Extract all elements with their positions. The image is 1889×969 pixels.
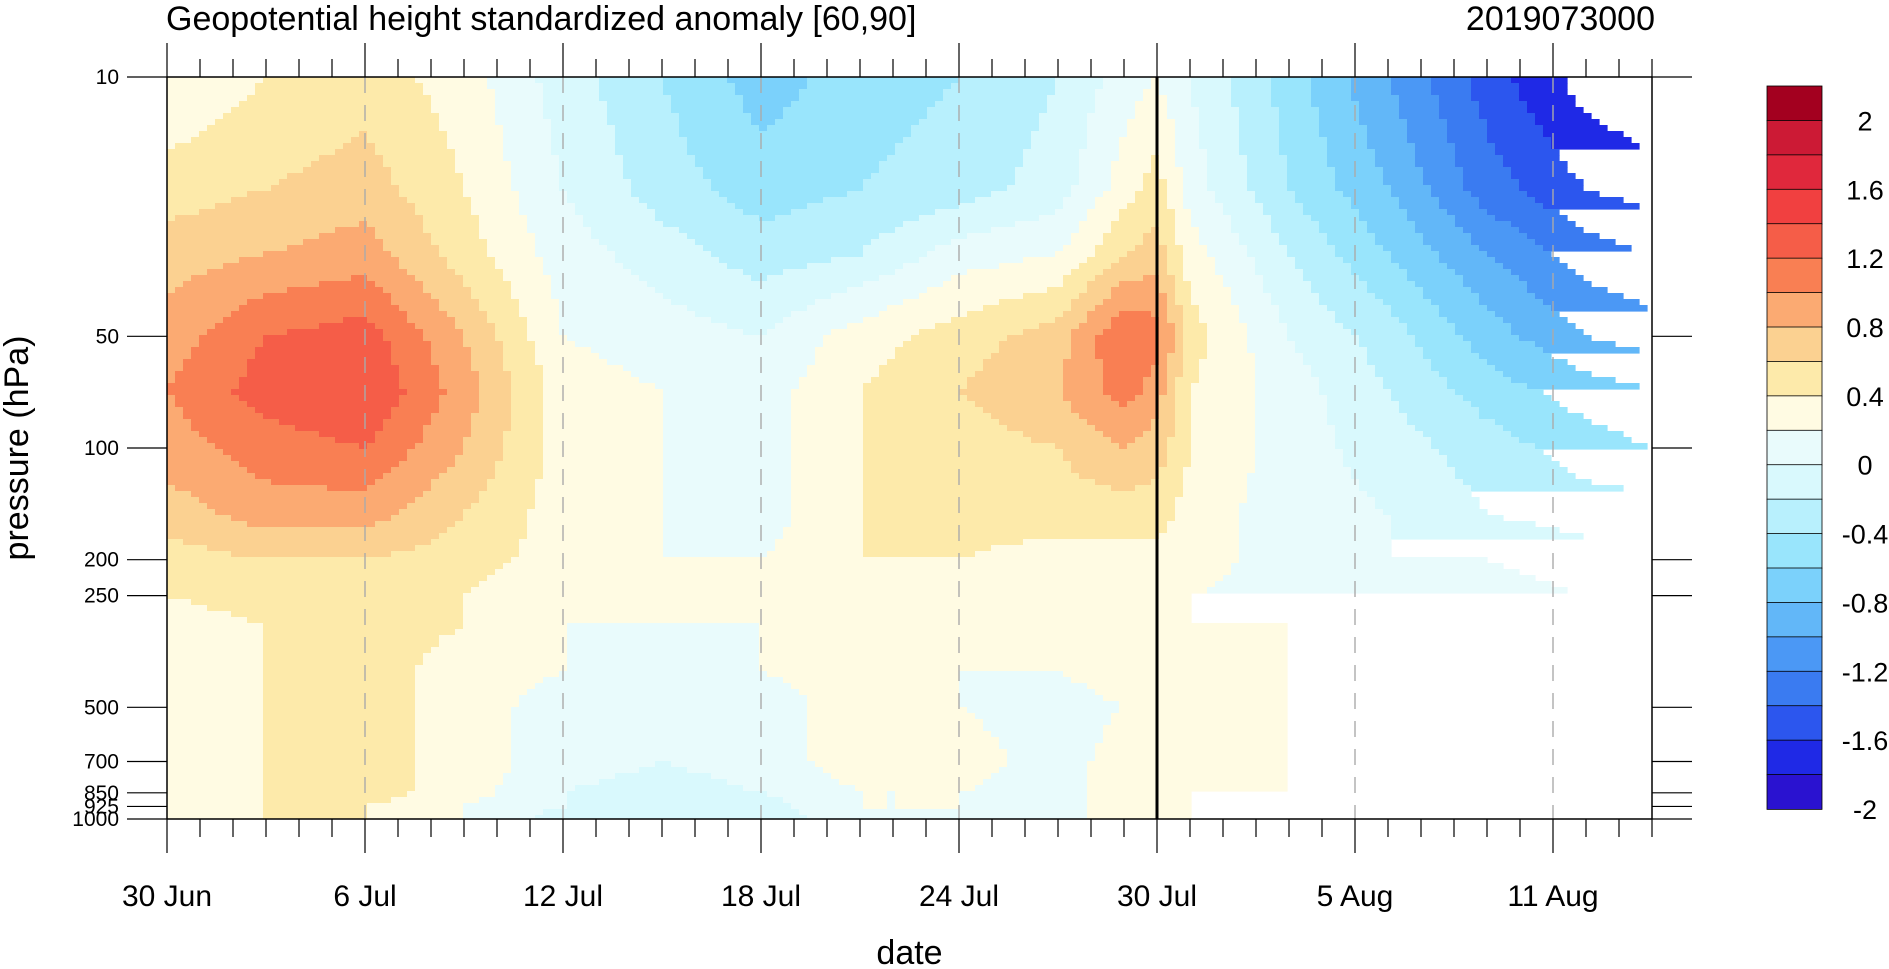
plot-axes: 30 Jun 6 Jul 12 Jul 18 Jul 24 Jul 30 Jul 5 Aug… (72, 43, 1692, 913)
heatmap-field (167, 77, 1648, 819)
colorbar-label: -1.2 (1842, 657, 1889, 687)
colorbar-swatch (1766, 257, 1823, 294)
y-tick-label: 500 (84, 696, 119, 719)
y-tick-label: 925 (84, 795, 119, 818)
chart-title: Geopotential height standardized anomaly… (166, 0, 917, 38)
x-axis-title: date (876, 934, 942, 969)
colorbar-swatch (1766, 120, 1823, 156)
colorbar-label: 1.2 (1846, 244, 1884, 274)
colorbar-swatch (1766, 670, 1823, 707)
colorbar-label: 0.8 (1846, 313, 1884, 343)
y-tick-label: 100 (84, 437, 119, 460)
colorbar-swatch (1766, 602, 1823, 638)
x-tick-label: 12 Jul (523, 880, 603, 913)
colorbar-swatch (1766, 567, 1823, 604)
colorbar-swatch (1766, 223, 1823, 259)
colorbar-swatch (1766, 154, 1823, 191)
colorbar-swatch (1766, 739, 1823, 776)
x-tick-label: 24 Jul (919, 880, 999, 913)
x-tick-label: 30 Jul (1117, 880, 1197, 913)
x-tick-label: 18 Jul (721, 880, 801, 913)
x-tick-label: 5 Aug (1317, 880, 1394, 913)
colorbar-swatch (1766, 292, 1823, 328)
colorbar-swatch (1766, 429, 1823, 466)
colorbar-swatch (1766, 85, 1823, 122)
date-grid-lines (364, 77, 1554, 819)
x-tick-label: 6 Jul (333, 880, 396, 913)
y-tick-label: 200 (84, 549, 119, 572)
x-tick-label: 30 Jun (122, 880, 212, 913)
y-tick-label: 50 (96, 325, 119, 348)
y-tick-label: 1000 (72, 808, 119, 831)
colorbar-swatch (1766, 498, 1823, 535)
colorbar-swatch (1766, 326, 1823, 363)
colorbar-swatch (1766, 636, 1823, 673)
colorbar-label: -0.8 (1842, 588, 1889, 618)
y-axis-title: pressure (hPa) (0, 336, 36, 561)
y-tick-label: 700 (84, 751, 119, 774)
y-tick-label: 10 (96, 66, 119, 89)
colorbar-label: 0 (1857, 451, 1872, 481)
colorbar-swatch (1766, 533, 1823, 569)
colorbar-swatch (1766, 188, 1823, 225)
colorbar-swatch (1766, 464, 1823, 500)
colorbar-swatch (1766, 774, 1823, 810)
colorbar-swatch (1766, 361, 1823, 397)
colorbar-swatch (1766, 395, 1823, 432)
colorbar: 2 1.6 1.2 0.8 0.4 0 -0.4 -0.8 -1.2 -1.6 -2 (1766, 85, 1889, 825)
colorbar-label: 0.4 (1846, 382, 1884, 412)
y-tick-label: 250 (84, 585, 119, 608)
x-tick-label: 11 Aug (1507, 880, 1598, 913)
y-tick-label: 850 (84, 782, 119, 805)
colorbar-label: 1.6 (1846, 175, 1884, 205)
date-label: 2019073000 (1465, 0, 1655, 38)
colorbar-label: -1.6 (1842, 726, 1889, 756)
colorbar-swatch (1766, 705, 1823, 741)
colorbar-label: -0.4 (1842, 520, 1889, 550)
colorbar-label: 2 (1857, 106, 1872, 136)
colorbar-label: -2 (1853, 795, 1877, 825)
